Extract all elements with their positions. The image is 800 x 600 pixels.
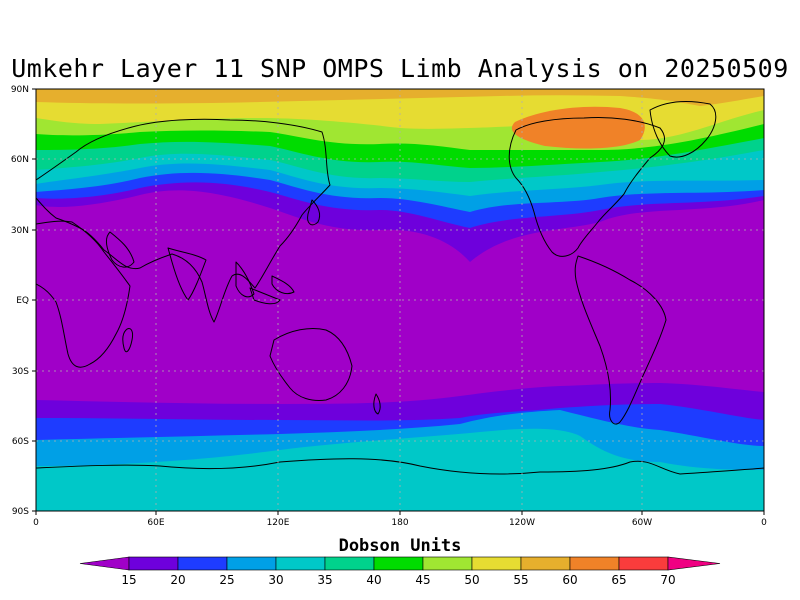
colorbar-label: 30 (268, 573, 283, 587)
coast-india (167, 247, 207, 301)
coast-japan (307, 199, 321, 226)
coast-eurasia (36, 118, 331, 323)
colorbar-segment (373, 556, 424, 571)
lat-label-60n: 60N (11, 155, 29, 165)
lat-label-90n: 90N (11, 85, 29, 95)
colorbar-label: 20 (170, 573, 185, 587)
coast-north-america (508, 117, 665, 257)
colorbar-title: Dobson Units (338, 536, 462, 556)
coast-madagascar (122, 327, 133, 353)
colorbar-arrow-high (667, 556, 721, 571)
coast-seasia (235, 261, 295, 305)
chart-title: Umkehr Layer 11 SNP OMPS Limb Analysis o… (11, 54, 789, 83)
coast-arabia (105, 231, 135, 268)
lat-label-30s: 30S (12, 367, 29, 377)
colorbar-label: 50 (464, 573, 479, 587)
colorbar: 15 20 25 30 35 40 45 50 55 60 65 70 (79, 556, 721, 587)
colorbar-segment (618, 556, 669, 571)
lon-label-120e: 120E (267, 518, 290, 528)
lat-tick-marks (32, 88, 36, 512)
colorbar-segment (569, 556, 620, 571)
lon-label-0-left: 0 (33, 518, 39, 528)
colorbar-segment (324, 556, 375, 571)
lon-tick-marks (35, 511, 765, 515)
gridlines (36, 89, 764, 511)
colorbar-segment (520, 556, 571, 571)
colorbar-segment (177, 556, 228, 571)
colorbar-label: 70 (660, 573, 675, 587)
colorbar-label: 60 (562, 573, 577, 587)
coast-africa (36, 220, 131, 368)
colorbar-segment (275, 556, 326, 571)
colorbar-label: 45 (415, 573, 430, 587)
coast-australia (269, 327, 353, 401)
colorbar-segment (226, 556, 277, 571)
colorbar-segment (471, 556, 522, 571)
colorbar-label: 15 (121, 573, 136, 587)
colorbar-segment (128, 556, 179, 571)
lat-label-eq: EQ (16, 296, 29, 306)
colorbar-label: 35 (317, 573, 332, 587)
lon-label-180: 180 (391, 518, 408, 528)
band-north-65 (511, 106, 645, 149)
lon-label-60e: 60E (147, 518, 164, 528)
band-south-35 (36, 428, 764, 511)
coast-antarctica (36, 458, 764, 475)
coast-south-america (574, 255, 667, 425)
lat-label-90s: 90S (12, 507, 29, 517)
colorbar-label: 25 (219, 573, 234, 587)
lon-label-60w: 60W (632, 518, 652, 528)
colorbar-label: 65 (611, 573, 626, 587)
coast-greenland (649, 101, 717, 158)
coast-newzealand (373, 393, 381, 415)
lat-label-60s: 60S (12, 437, 29, 447)
lon-label-0-right: 0 (761, 518, 767, 528)
colorbar-label: 55 (513, 573, 528, 587)
lon-label-120w: 120W (509, 518, 535, 528)
coastlines (36, 101, 764, 475)
colorbar-segment (422, 556, 473, 571)
lat-label-30n: 30N (11, 226, 29, 236)
colorbar-label: 40 (366, 573, 381, 587)
colorbar-arrow-low (79, 556, 130, 571)
band-north-60 (36, 89, 764, 106)
